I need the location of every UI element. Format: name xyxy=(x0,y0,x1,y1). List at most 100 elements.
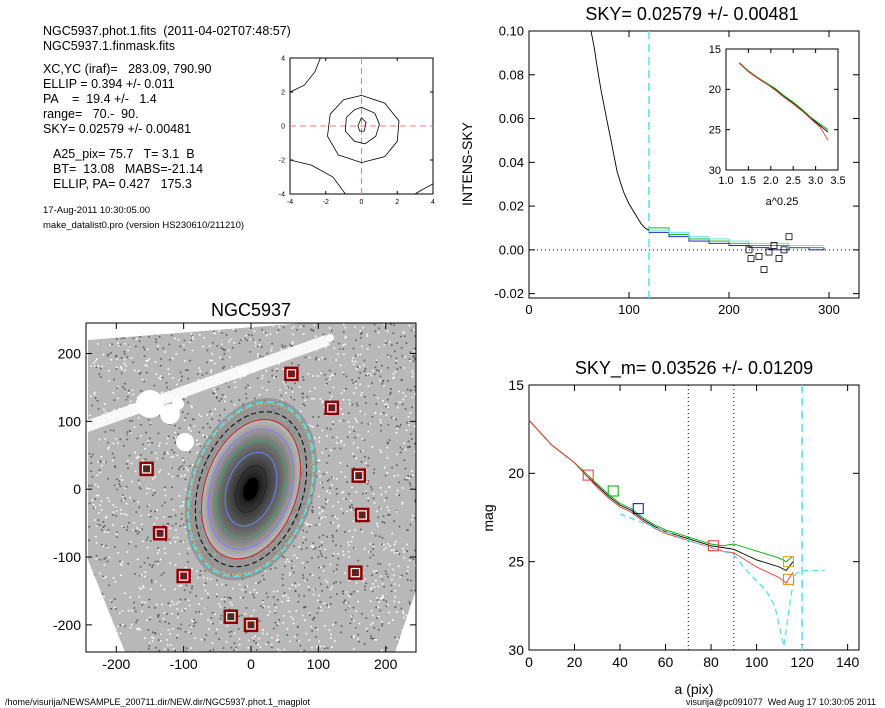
image-pixel xyxy=(194,637,196,639)
image-pixel xyxy=(146,348,149,351)
image-pixel xyxy=(204,607,207,609)
image-pixel xyxy=(147,440,149,443)
image-pixel xyxy=(320,372,322,374)
image-pixel xyxy=(323,507,325,509)
x-tick-label: 3.5 xyxy=(830,175,845,187)
image-pixel xyxy=(304,356,307,359)
image-pixel xyxy=(206,361,208,364)
image-pixel xyxy=(111,343,113,346)
image-pixel xyxy=(263,578,265,581)
image-pixel xyxy=(366,565,369,567)
image-pixel xyxy=(139,574,141,577)
image-pixel xyxy=(94,365,96,367)
image-pixel xyxy=(199,574,201,576)
image-pixel xyxy=(386,647,388,649)
image-pixel xyxy=(413,350,416,352)
image-pixel xyxy=(205,436,208,438)
image-pixel xyxy=(159,375,162,377)
image-pixel xyxy=(301,614,304,617)
image-pixel xyxy=(303,595,305,597)
image-pixel xyxy=(113,399,116,401)
image-pixel xyxy=(164,351,166,353)
image-pixel xyxy=(179,525,182,527)
image-pixel xyxy=(367,423,370,425)
image-pixel xyxy=(240,614,243,617)
image-pixel xyxy=(410,329,413,332)
image-pixel xyxy=(369,543,371,545)
image-pixel xyxy=(352,382,355,384)
image-pixel xyxy=(310,545,313,547)
image-pixel xyxy=(365,628,368,630)
image-pixel xyxy=(133,500,136,502)
image-pixel xyxy=(351,357,354,359)
image-pixel xyxy=(95,366,98,368)
image-pixel xyxy=(248,334,250,336)
image-pixel xyxy=(228,386,230,388)
image-pixel xyxy=(277,623,279,625)
image-pixel xyxy=(207,619,209,621)
image-pixel xyxy=(366,333,368,336)
image-pixel xyxy=(105,515,108,518)
image-pixel xyxy=(387,367,389,369)
image-pixel xyxy=(114,484,116,487)
image-pixel xyxy=(247,647,250,649)
image-pixel xyxy=(262,629,264,631)
image-pixel xyxy=(182,458,184,461)
image-pixel xyxy=(138,340,141,343)
image-pixel xyxy=(193,618,195,621)
x-tick-label: 0 xyxy=(525,302,532,317)
image-pixel xyxy=(140,424,142,426)
image-pixel xyxy=(120,512,122,515)
image-pixel xyxy=(253,397,256,400)
image-pixel xyxy=(383,548,385,551)
image-pixel xyxy=(223,408,226,411)
image-pixel xyxy=(342,601,345,604)
image-pixel xyxy=(322,333,325,336)
image-pixel xyxy=(325,557,327,559)
image-pixel xyxy=(297,364,300,366)
image-pixel xyxy=(318,640,320,643)
image-pixel xyxy=(265,592,268,594)
image-pixel xyxy=(197,576,199,579)
image-pixel xyxy=(107,441,109,444)
image-pixel xyxy=(162,457,164,460)
image-pixel xyxy=(378,506,381,509)
image-pixel xyxy=(401,501,404,504)
image-pixel xyxy=(303,649,306,652)
image-pixel xyxy=(318,566,320,569)
image-pixel xyxy=(355,610,357,613)
image-pixel xyxy=(371,532,373,534)
image-pixel xyxy=(141,610,143,612)
image-pixel xyxy=(342,491,345,493)
image-pixel xyxy=(147,419,150,421)
image-pixel xyxy=(387,398,389,401)
image-pixel xyxy=(342,372,345,374)
image-pixel xyxy=(334,373,336,375)
image-pixel xyxy=(110,599,112,602)
image-pixel xyxy=(258,344,261,346)
image-pixel xyxy=(160,574,163,576)
image-pixel xyxy=(312,593,315,596)
image-pixel xyxy=(333,570,335,573)
image-pixel xyxy=(245,631,248,634)
image-pixel xyxy=(355,582,358,584)
image-pixel xyxy=(204,436,206,438)
image-pixel xyxy=(300,650,302,652)
image-pixel xyxy=(388,341,391,343)
image-pixel xyxy=(245,393,247,395)
image-pixel xyxy=(258,394,261,396)
sky-series-line xyxy=(649,229,824,246)
image-pixel xyxy=(399,366,402,369)
image-pixel xyxy=(184,566,187,569)
image-pixel xyxy=(351,403,354,406)
isophote-ellipse xyxy=(224,451,278,527)
image-pixel xyxy=(190,339,192,342)
image-pixel xyxy=(139,488,142,490)
inset-xlabel: a^0.25 xyxy=(766,196,799,208)
image-pixel xyxy=(408,477,410,480)
image-pixel xyxy=(100,376,102,378)
image-pixel xyxy=(227,349,230,352)
image-pixel xyxy=(277,638,279,641)
image-pixel xyxy=(404,356,406,358)
image-pixel xyxy=(396,425,399,427)
